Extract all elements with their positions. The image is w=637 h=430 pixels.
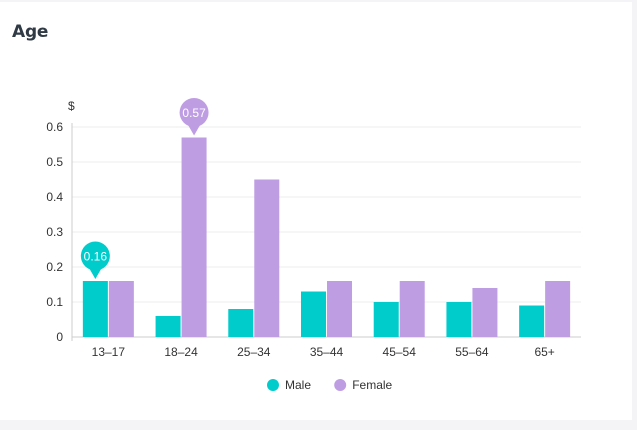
y-axis-ticks: 0 0.1 0.2 0.3 0.4 0.5 0.6	[46, 120, 63, 344]
bar-female-4[interactable]	[399, 281, 425, 337]
bar-male-5[interactable]	[446, 302, 472, 337]
data-label-text: 0.57	[182, 106, 206, 120]
bar-male-1[interactable]	[155, 316, 181, 337]
bar-male-2[interactable]	[228, 309, 254, 337]
bar-male-4[interactable]	[373, 302, 399, 337]
legend-item-male[interactable]: Male	[267, 378, 311, 392]
legend: Male Female	[267, 378, 393, 392]
x-tick-label: 45–54	[383, 345, 417, 359]
bar-female-3[interactable]	[327, 281, 352, 337]
legend-label: Male	[285, 378, 311, 392]
bar-female-1[interactable]	[181, 137, 207, 338]
bar-female-2[interactable]	[254, 179, 280, 338]
y-tick-label: 0	[56, 330, 63, 344]
y-axis-unit-label: $	[68, 99, 75, 113]
y-tick-label: 0.2	[46, 260, 63, 274]
legend-item-female[interactable]: Female	[334, 378, 393, 392]
data-label-bubbles: 0.16 0.57	[80, 98, 209, 279]
x-axis-ticks: 13–17 18–24 25–34 35–44 45–54 55–64 65+	[92, 345, 555, 359]
bar-male-6[interactable]	[519, 305, 545, 338]
data-label-text: 0.16	[84, 250, 108, 264]
bars	[82, 137, 571, 338]
y-tick-label: 0.1	[46, 295, 63, 309]
x-tick-label: 65+	[534, 345, 554, 359]
data-label-bubble	[80, 241, 110, 271]
x-tick-label: 13–17	[92, 345, 126, 359]
bar-female-0[interactable]	[108, 281, 134, 337]
card-title: Age	[12, 22, 49, 42]
x-tick-label: 55–64	[455, 345, 489, 359]
x-tick-label: 18–24	[164, 345, 198, 359]
gridlines	[71, 123, 581, 341]
legend-swatch	[334, 379, 347, 391]
bar-male-0[interactable]	[82, 281, 108, 337]
y-tick-label: 0.5	[46, 155, 63, 169]
legend-label: Female	[352, 378, 392, 392]
x-tick-label: 35–44	[310, 345, 344, 359]
data-label-pointer	[188, 125, 201, 136]
legend-swatch	[267, 379, 279, 391]
bar-female-5[interactable]	[472, 288, 498, 337]
data-label-pointer	[89, 268, 102, 279]
age-chart-card: Age	[0, 2, 632, 420]
data-label-bubble	[179, 98, 209, 127]
y-tick-label: 0.4	[46, 190, 63, 204]
y-tick-label: 0.6	[46, 120, 63, 134]
bar-male-3[interactable]	[301, 291, 326, 338]
x-tick-label: 25–34	[237, 345, 271, 359]
y-tick-label: 0.3	[46, 225, 63, 239]
bar-female-6[interactable]	[545, 281, 571, 337]
